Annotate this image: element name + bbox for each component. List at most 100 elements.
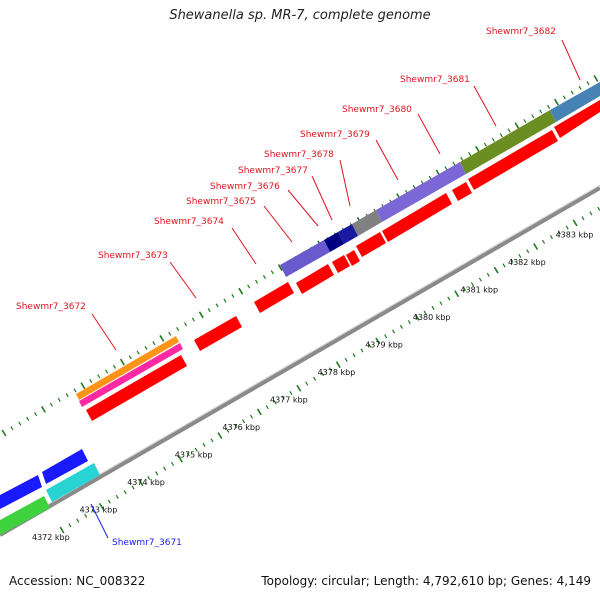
- inner-tick: [123, 490, 127, 495]
- gene-label-3680[interactable]: Shewmr7_3680: [342, 105, 412, 115]
- inner-tick: [98, 502, 104, 510]
- gene-label-3671[interactable]: Shewmr7_3671: [112, 538, 182, 548]
- gene-label-3673[interactable]: Shewmr7_3673: [98, 251, 168, 261]
- genome-backbone: [0, 186, 600, 537]
- kbp-label: 4373 kbp: [80, 506, 118, 515]
- outer-tick: [547, 104, 551, 109]
- gene-label-3679[interactable]: Shewmr7_3679: [300, 130, 370, 140]
- gene-3681[interactable]: [468, 130, 558, 190]
- gene-3672-magenta[interactable]: [79, 343, 183, 407]
- inner-tick: [375, 337, 381, 345]
- outer-tick: [523, 118, 527, 124]
- outer-tick: [499, 133, 503, 138]
- gene-label-3677[interactable]: Shewmr7_3677: [238, 166, 308, 176]
- gene-block-blue[interactable]: [42, 449, 88, 484]
- outer-tick: [483, 142, 487, 147]
- gene-3677[interactable]: [346, 250, 360, 266]
- outer-tick: [26, 416, 30, 421]
- gene-block-cyan[interactable]: [46, 463, 100, 502]
- inner-tick: [368, 343, 372, 348]
- leader-3679: [375, 139, 399, 181]
- outer-tick: [1, 429, 7, 437]
- inner-tick: [431, 305, 435, 310]
- gene-3672-red[interactable]: [86, 355, 187, 421]
- outer-tick: [444, 166, 448, 171]
- gene-label-3682[interactable]: Shewmr7_3682: [486, 27, 556, 37]
- inner-tick: [296, 384, 302, 392]
- inner-tick: [565, 225, 569, 230]
- inner-tick: [510, 258, 514, 263]
- inner-tick: [131, 485, 135, 490]
- gene-3682[interactable]: [554, 100, 600, 138]
- gene-label-3672[interactable]: Shewmr7_3672: [16, 302, 86, 312]
- outer-tick: [531, 114, 535, 119]
- gene-band-slateblue-3680[interactable]: [376, 162, 466, 222]
- outer-tick: [262, 274, 266, 280]
- gene-3674[interactable]: [254, 282, 294, 313]
- gene-label-3675[interactable]: Shewmr7_3675: [186, 197, 256, 207]
- outer-tick: [191, 317, 195, 322]
- kbp-label: 4383 kbp: [556, 231, 594, 240]
- outer-tick: [152, 341, 156, 346]
- gene-label-3678[interactable]: Shewmr7_3678: [264, 150, 334, 160]
- gene-label-3681[interactable]: Shewmr7_3681: [400, 75, 470, 85]
- inner-tick: [305, 381, 309, 386]
- gene-3673[interactable]: [194, 316, 242, 351]
- outer-tick: [593, 75, 599, 82]
- gene-band-olive-3681[interactable]: [460, 110, 556, 174]
- kbp-label: 4378 kbp: [318, 368, 356, 377]
- inner-tick: [313, 376, 317, 381]
- outer-tick: [207, 308, 211, 313]
- outer-tick: [168, 331, 172, 336]
- inner-tick: [454, 290, 460, 298]
- outer-tick: [247, 284, 251, 289]
- inner-tick: [384, 334, 388, 339]
- leader-3676: [287, 189, 319, 227]
- inner-tick: [328, 367, 332, 372]
- inner-tick: [163, 466, 167, 471]
- outer-tick: [119, 358, 125, 366]
- inner-tick: [407, 320, 411, 325]
- inner-tick: [320, 372, 325, 377]
- gene-3679[interactable]: [382, 193, 452, 242]
- leader-3681: [473, 85, 497, 127]
- inner-tick: [526, 249, 530, 254]
- inner-tick: [115, 494, 119, 499]
- gene-3676[interactable]: [332, 255, 350, 273]
- inner-tick: [194, 447, 198, 452]
- outer-tick: [553, 98, 559, 106]
- outer-tick: [128, 355, 132, 360]
- outer-tick: [215, 303, 219, 308]
- outer-tick: [105, 369, 109, 374]
- gene-band-slateblue-3675[interactable]: [280, 240, 330, 277]
- outer-tick: [223, 298, 227, 303]
- outer-tick: [562, 95, 566, 100]
- inner-tick: [68, 523, 72, 528]
- gene-band-navy-3678[interactable]: [338, 224, 358, 244]
- gene-leader-lines: [90, 39, 581, 539]
- leader-3678: [339, 159, 351, 207]
- inner-tick: [493, 266, 499, 274]
- outer-tick: [10, 426, 14, 431]
- inner-tick: [502, 263, 506, 268]
- gene-label-3674[interactable]: Shewmr7_3674: [154, 217, 224, 227]
- leader-3672: [91, 313, 117, 351]
- inner-tick: [352, 353, 356, 358]
- gene-3675[interactable]: [296, 264, 334, 294]
- gene-band-gray-3679[interactable]: [352, 210, 382, 236]
- gene-label-3676[interactable]: Shewmr7_3676: [210, 182, 280, 192]
- inner-tick: [414, 313, 420, 321]
- outer-tick: [136, 350, 140, 355]
- inner-tick: [470, 282, 475, 287]
- gene-3678[interactable]: [356, 232, 386, 257]
- gene-band-navy-3677[interactable]: [324, 232, 344, 252]
- gene-block-green[interactable]: [0, 496, 50, 535]
- kbp-label: 4376 kbp: [222, 423, 260, 432]
- gene-3680[interactable]: [452, 182, 472, 201]
- genome-backbone-highlight: [0, 184, 600, 533]
- gene-band-steelblue-3682[interactable]: [550, 82, 600, 122]
- outer-tick: [452, 161, 456, 166]
- gene-block-blue[interactable]: [0, 475, 42, 509]
- gene-3672-orange[interactable]: [76, 336, 179, 400]
- inner-tick: [289, 390, 293, 396]
